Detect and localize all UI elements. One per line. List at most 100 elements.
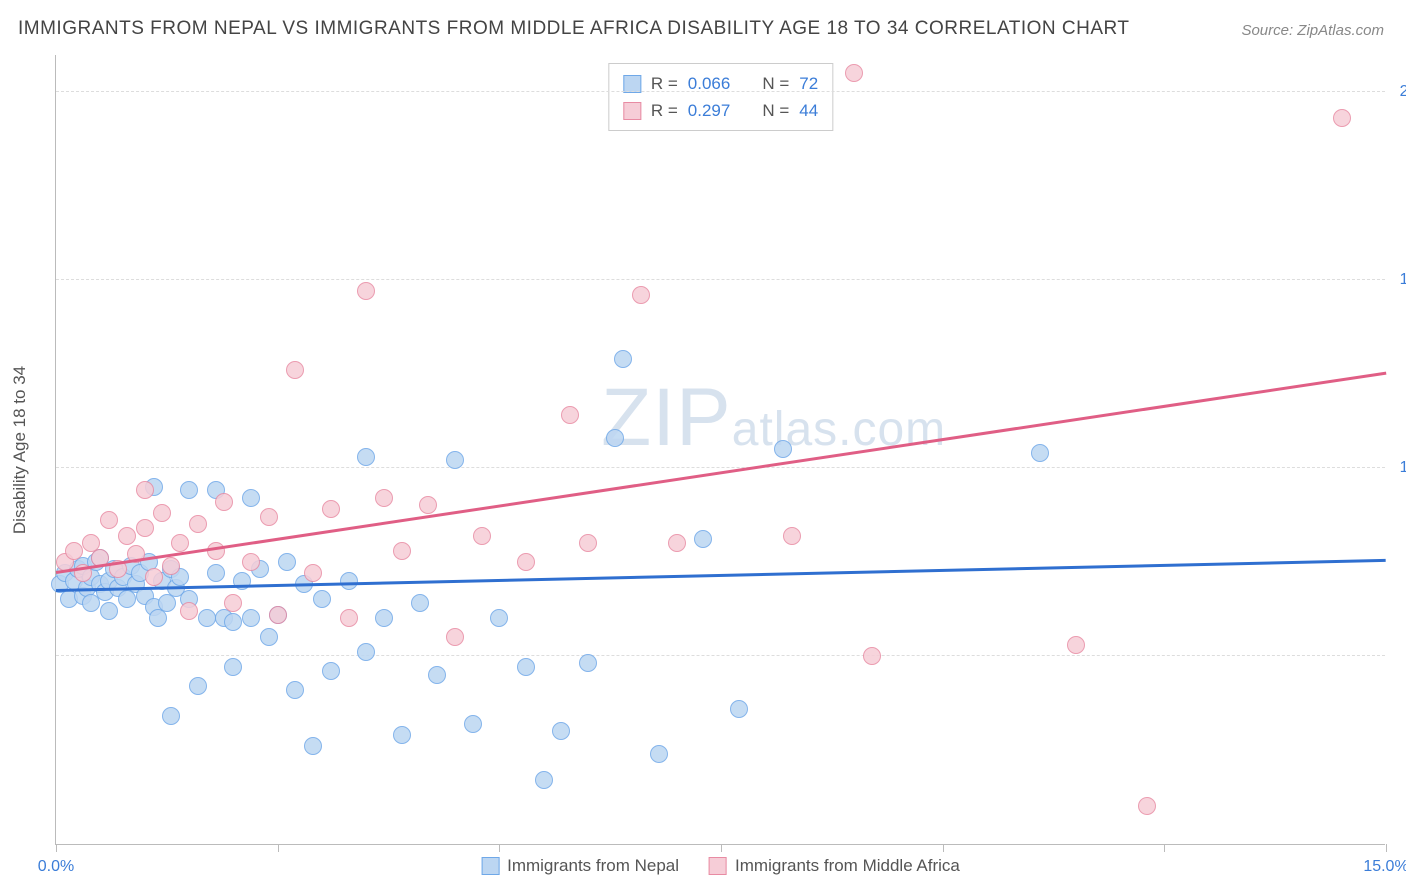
watermark-sub: atlas.com (732, 403, 946, 456)
data-point-nepal (606, 429, 624, 447)
data-point-mafrica (446, 628, 464, 646)
gridline (56, 91, 1385, 92)
n-label: N = (762, 97, 789, 124)
legend-item-mafrica: Immigrants from Middle Africa (709, 856, 960, 876)
data-point-mafrica (1138, 797, 1156, 815)
data-point-nepal (322, 662, 340, 680)
data-point-nepal (260, 628, 278, 646)
correlation-row-nepal: R = 0.066 N = 72 (623, 70, 818, 97)
data-point-mafrica (171, 534, 189, 552)
y-tick-label: 15.0% (1390, 271, 1406, 289)
y-axis-label: Disability Age 18 to 34 (10, 365, 30, 533)
data-point-mafrica (100, 511, 118, 529)
swatch-mafrica (623, 102, 641, 120)
data-point-nepal (242, 609, 260, 627)
y-tick-label: 10.0% (1390, 459, 1406, 477)
swatch-nepal (481, 857, 499, 875)
data-point-mafrica (340, 609, 358, 627)
data-point-nepal (774, 440, 792, 458)
data-point-nepal (552, 722, 570, 740)
source-attribution: Source: ZipAtlas.com (1241, 22, 1384, 39)
watermark-main: ZIP (601, 372, 732, 463)
x-tick (499, 844, 500, 852)
data-point-nepal (464, 715, 482, 733)
data-point-nepal (100, 602, 118, 620)
legend-item-nepal: Immigrants from Nepal (481, 856, 679, 876)
data-point-nepal (278, 553, 296, 571)
data-point-nepal (224, 613, 242, 631)
data-point-nepal (393, 726, 411, 744)
data-point-mafrica (304, 564, 322, 582)
data-point-nepal (180, 481, 198, 499)
data-point-mafrica (136, 519, 154, 537)
data-point-mafrica (473, 527, 491, 545)
data-point-mafrica (322, 500, 340, 518)
data-point-nepal (730, 700, 748, 718)
x-tick (1164, 844, 1165, 852)
data-point-nepal (614, 350, 632, 368)
x-tick (56, 844, 57, 852)
data-point-mafrica (668, 534, 686, 552)
gridline (56, 279, 1385, 280)
series-legend: Immigrants from Nepal Immigrants from Mi… (481, 856, 960, 876)
data-point-nepal (1031, 444, 1049, 462)
data-point-nepal (490, 609, 508, 627)
data-point-mafrica (242, 553, 260, 571)
data-point-mafrica (269, 606, 287, 624)
data-point-mafrica (189, 515, 207, 533)
data-point-mafrica (419, 496, 437, 514)
data-point-mafrica (153, 504, 171, 522)
data-point-mafrica (375, 489, 393, 507)
r-label: R = (651, 70, 678, 97)
data-point-mafrica (561, 406, 579, 424)
chart-title: IMMIGRANTS FROM NEPAL VS IMMIGRANTS FROM… (18, 18, 1130, 40)
data-point-nepal (313, 590, 331, 608)
data-point-nepal (517, 658, 535, 676)
data-point-mafrica (845, 64, 863, 82)
data-point-mafrica (65, 542, 83, 560)
data-point-nepal (650, 745, 668, 763)
correlation-legend: R = 0.066 N = 72 R = 0.297 N = 44 (608, 63, 833, 131)
y-tick-label: 20.0% (1390, 83, 1406, 101)
data-point-nepal (535, 771, 553, 789)
y-tick-label: 5.0% (1390, 647, 1406, 665)
data-point-mafrica (145, 568, 163, 586)
data-point-mafrica (118, 527, 136, 545)
n-value-nepal: 72 (799, 70, 818, 97)
data-point-mafrica (632, 286, 650, 304)
data-point-mafrica (517, 553, 535, 571)
data-point-nepal (304, 737, 322, 755)
data-point-nepal (446, 451, 464, 469)
gridline (56, 655, 1385, 656)
data-point-nepal (579, 654, 597, 672)
data-point-nepal (375, 609, 393, 627)
data-point-nepal (224, 658, 242, 676)
data-point-nepal (207, 564, 225, 582)
data-point-mafrica (357, 282, 375, 300)
swatch-mafrica (709, 857, 727, 875)
x-tick (278, 844, 279, 852)
trend-line-mafrica (56, 371, 1386, 573)
data-point-nepal (162, 707, 180, 725)
data-point-nepal (357, 448, 375, 466)
n-value-mafrica: 44 (799, 97, 818, 124)
r-label: R = (651, 97, 678, 124)
legend-label-mafrica: Immigrants from Middle Africa (735, 856, 960, 876)
data-point-mafrica (393, 542, 411, 560)
x-tick (943, 844, 944, 852)
gridline (56, 467, 1385, 468)
scatter-chart: ZIPatlas.com Disability Age 18 to 34 R =… (55, 55, 1385, 845)
data-point-nepal (411, 594, 429, 612)
x-tick (1386, 844, 1387, 852)
data-point-mafrica (207, 542, 225, 560)
data-point-nepal (428, 666, 446, 684)
correlation-row-mafrica: R = 0.297 N = 44 (623, 97, 818, 124)
data-point-mafrica (260, 508, 278, 526)
data-point-nepal (357, 643, 375, 661)
data-point-nepal (694, 530, 712, 548)
data-point-mafrica (1067, 636, 1085, 654)
data-point-nepal (198, 609, 216, 627)
x-tick (721, 844, 722, 852)
data-point-mafrica (224, 594, 242, 612)
data-point-mafrica (1333, 109, 1351, 127)
